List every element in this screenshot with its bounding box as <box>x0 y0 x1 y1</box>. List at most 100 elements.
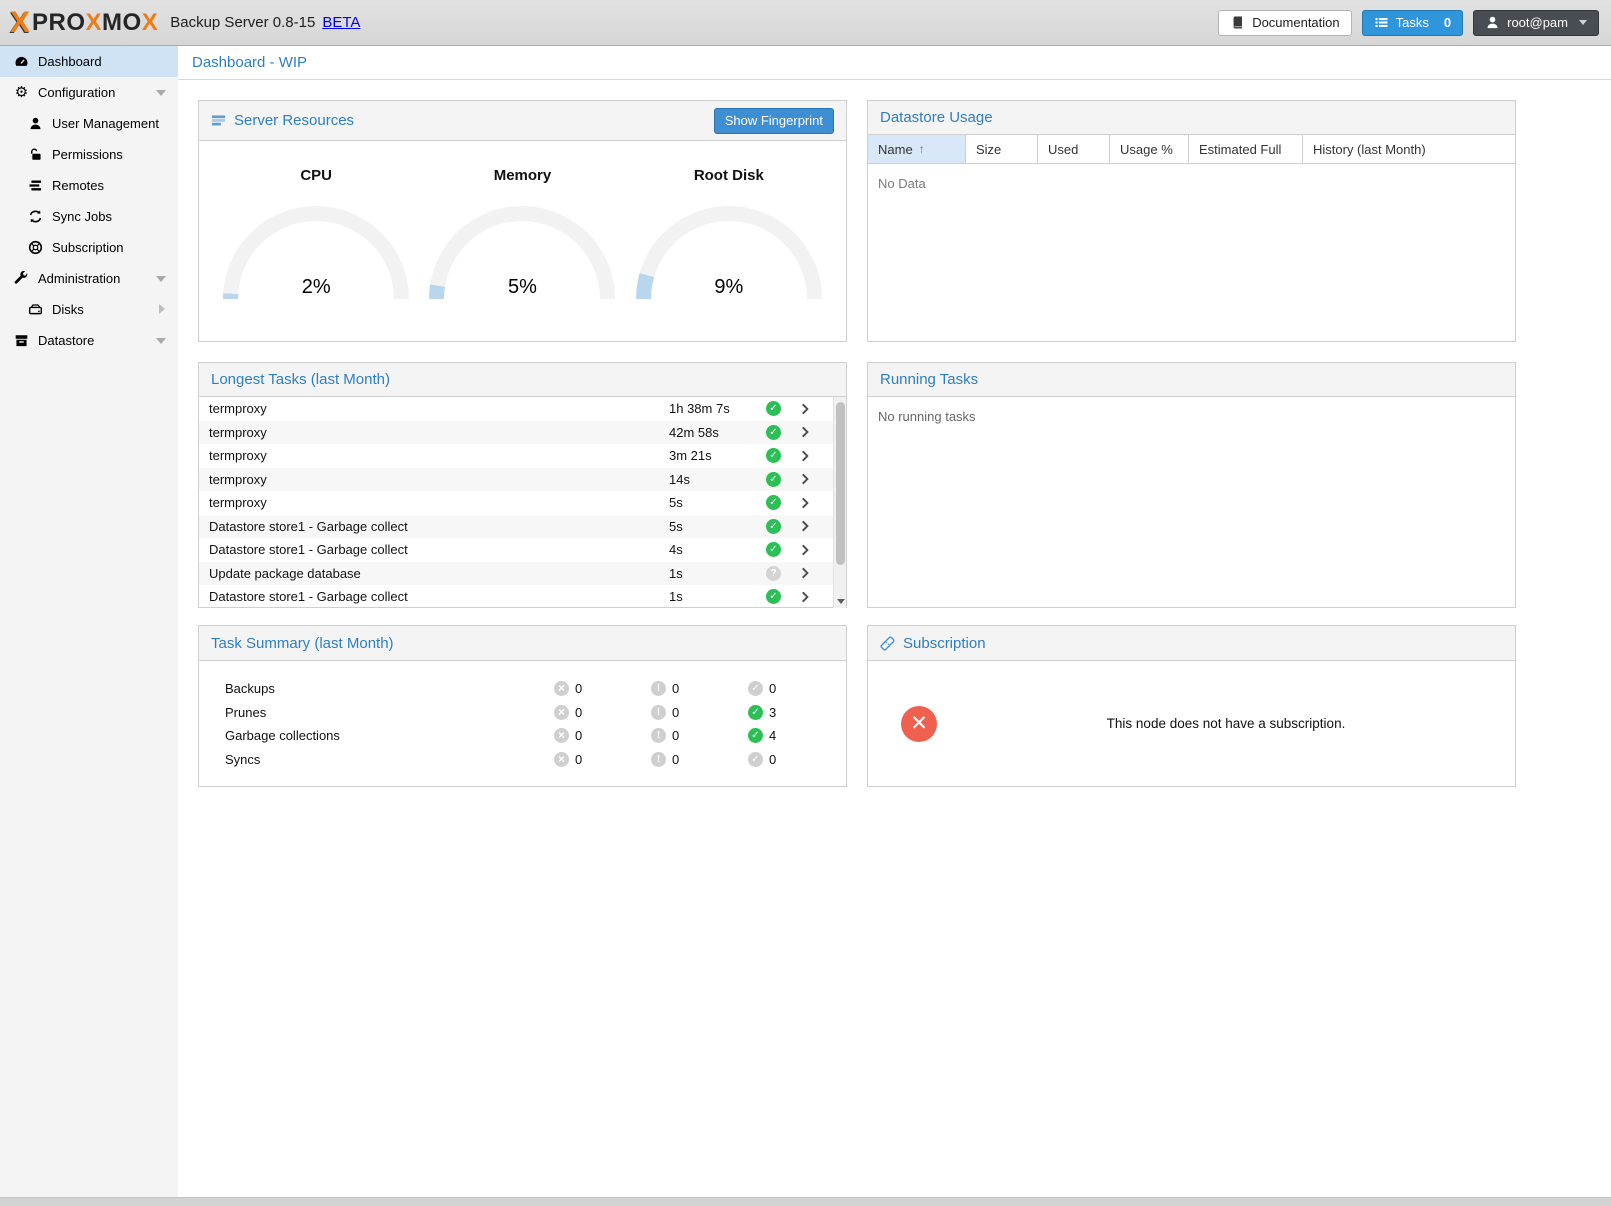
task-row[interactable]: Update package database 1s <box>199 561 846 585</box>
scrollbar-down-arrow[interactable] <box>837 599 845 604</box>
sidebar-item-configuration[interactable]: ⚙ Configuration <box>0 77 178 108</box>
task-status-icon <box>766 518 781 534</box>
chevron-right-icon[interactable] <box>798 543 812 557</box>
column-header-history[interactable]: History (last Month) <box>1303 135 1515 163</box>
warning-count: 0 <box>672 704 680 720</box>
sidebar-item-label: Administration <box>38 271 121 286</box>
summary-error-cell: 0 <box>554 701 582 725</box>
column-label: Estimated Full <box>1199 141 1282 157</box>
task-row[interactable]: Datastore store1 - Garbage collect 5s <box>199 514 846 538</box>
chevron-right-icon[interactable] <box>798 496 812 510</box>
subscription-title: Subscription <box>903 634 986 652</box>
sidebar-item-datastore[interactable]: Datastore <box>0 325 178 356</box>
book-icon <box>1233 16 1243 29</box>
chevron-right-icon[interactable] <box>798 449 812 463</box>
task-name: termproxy <box>209 495 267 510</box>
sidebar-item-user-management[interactable]: User Management <box>0 108 178 139</box>
gauge-arc: 2% <box>223 206 410 299</box>
scrollbar-thumb[interactable] <box>836 402 845 565</box>
chevron-down-icon[interactable] <box>156 338 166 344</box>
documentation-label: Documentation <box>1252 15 1340 30</box>
chevron-down-icon[interactable] <box>156 90 166 96</box>
check-circle-icon <box>748 704 763 720</box>
task-row[interactable]: termproxy 42m 58s <box>199 420 846 444</box>
chevron-right-icon[interactable] <box>159 304 165 314</box>
column-label: History (last Month) <box>1313 141 1426 157</box>
error-circle-icon <box>554 704 569 720</box>
tachometer-icon <box>13 54 30 69</box>
sidebar-item-subscription[interactable]: Subscription <box>0 232 178 263</box>
beta-link[interactable]: BETA <box>322 14 361 31</box>
summary-warning-cell: 0 <box>651 677 679 701</box>
error-circle-icon <box>554 681 569 697</box>
stream-icon <box>27 178 44 193</box>
memory-gauge: Memory 5% <box>419 141 625 299</box>
summary-label: Prunes <box>225 704 267 720</box>
column-header-name[interactable]: Name ↑ <box>868 135 966 163</box>
longest-tasks-title: Longest Tasks (last Month) <box>211 371 390 388</box>
column-header-used[interactable]: Used <box>1038 135 1110 163</box>
brand-part: X <box>85 8 103 36</box>
task-row[interactable]: termproxy 1h 38m 7s <box>199 397 846 421</box>
gauge-label: CPU <box>300 167 332 184</box>
summary-warning-cell: 0 <box>651 701 679 725</box>
scrollbar[interactable] <box>833 397 846 608</box>
error-circle-icon <box>554 728 569 744</box>
gauge-label: Memory <box>493 167 552 184</box>
task-row[interactable]: termproxy 3m 21s <box>199 444 846 468</box>
summary-ok-cell: 0 <box>748 677 776 701</box>
column-header-estimated-full[interactable]: Estimated Full <box>1189 135 1303 163</box>
sync-icon <box>27 209 44 224</box>
task-duration: 4s <box>669 542 683 557</box>
root-disk-gauge: Root Disk 9% <box>626 141 832 299</box>
hard-disk-icon <box>27 302 44 317</box>
user-menu-button[interactable]: root@pam <box>1473 9 1599 36</box>
tasks-button[interactable]: Tasks 0 <box>1361 9 1464 36</box>
product-version-text: Backup Server 0.8-15 <box>170 14 316 31</box>
check-circle-icon <box>748 728 763 744</box>
sidebar-item-dashboard[interactable]: Dashboard <box>0 46 178 77</box>
datastore-usage-title: Datastore Usage <box>880 109 993 126</box>
sidebar-item-permissions[interactable]: Permissions <box>0 139 178 170</box>
task-status-icon <box>766 424 781 440</box>
sidebar-item-label: User Management <box>52 116 159 131</box>
show-fingerprint-button[interactable]: Show Fingerprint <box>713 107 834 134</box>
error-circle-icon <box>554 751 569 767</box>
running-tasks-header: Running Tasks <box>868 363 1515 397</box>
no-subscription-x-icon: ✕ <box>901 705 937 742</box>
error-count: 0 <box>575 728 583 743</box>
datastore-table-header: Name ↑ Size Used Usage % Estimated Full … <box>868 135 1515 164</box>
chevron-right-icon[interactable] <box>798 590 812 604</box>
summary-row: Prunes 0 0 3 <box>199 701 846 725</box>
sidebar-item-remotes[interactable]: Remotes <box>0 170 178 201</box>
documentation-button[interactable]: Documentation <box>1218 9 1352 36</box>
task-row[interactable]: Datastore store1 - Garbage collect 4s <box>199 538 846 562</box>
chevron-right-icon[interactable] <box>798 566 812 580</box>
sidebar-item-sync-jobs[interactable]: Sync Jobs <box>0 201 178 232</box>
brand-part: X <box>141 8 159 36</box>
sidebar-item-administration[interactable]: Administration <box>0 263 178 294</box>
subscription-body: ✕ This node does not have a subscription… <box>868 661 1515 786</box>
chevron-down-icon[interactable] <box>156 276 166 282</box>
task-name: termproxy <box>209 448 267 463</box>
column-header-usage-pct[interactable]: Usage % <box>1110 135 1189 163</box>
chevron-right-icon[interactable] <box>798 472 812 486</box>
subscription-header: Subscription <box>868 626 1515 661</box>
task-row[interactable]: termproxy 5s <box>199 491 846 515</box>
chevron-right-icon[interactable] <box>798 402 812 416</box>
chevron-right-icon[interactable] <box>798 425 812 439</box>
task-status-icon <box>766 589 781 604</box>
column-header-size[interactable]: Size <box>966 135 1038 163</box>
task-name: termproxy <box>209 471 267 487</box>
sidebar-item-disks[interactable]: Disks <box>0 294 178 325</box>
chevron-right-icon[interactable] <box>798 519 812 533</box>
task-status-icon <box>766 495 781 510</box>
task-name: termproxy <box>209 424 267 440</box>
sidebar-item-label: Dashboard <box>38 54 102 69</box>
sidebar-item-label: Remotes <box>52 178 105 193</box>
task-duration: 14s <box>669 471 690 487</box>
task-row[interactable]: Datastore store1 - Garbage collect 1s <box>199 585 846 608</box>
task-row[interactable]: termproxy 14s <box>199 467 846 491</box>
warning-circle-icon <box>651 681 666 697</box>
task-status-icon <box>766 542 781 557</box>
